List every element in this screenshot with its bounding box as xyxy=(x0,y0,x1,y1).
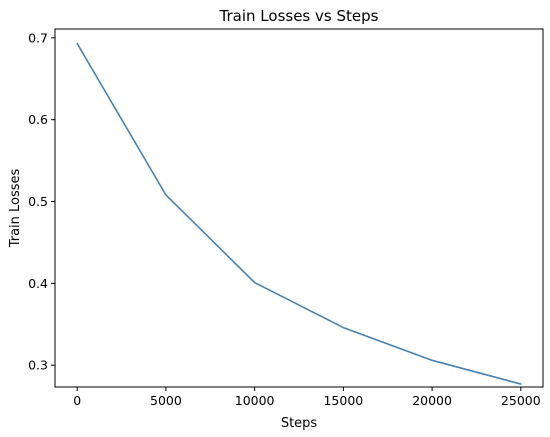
x-tick-label: 0 xyxy=(73,393,81,408)
plot-frame xyxy=(54,28,544,388)
x-tick-label: 10000 xyxy=(235,393,275,408)
y-tick-label: 0.3 xyxy=(28,358,48,373)
chart-title: Train Losses vs Steps xyxy=(219,7,379,25)
series-layer xyxy=(76,42,522,385)
plot-area xyxy=(54,28,544,388)
x-axis: 0 5000 10000 15000 20000 25000 xyxy=(73,387,541,408)
x-tick-label: 15000 xyxy=(323,393,363,408)
y-tick-label: 0.7 xyxy=(28,30,48,45)
y-tick-label: 0.4 xyxy=(28,276,48,291)
series-line xyxy=(76,42,522,385)
x-tick-label: 5000 xyxy=(150,393,182,408)
x-tick-label: 20000 xyxy=(412,393,452,408)
x-axis-label: Steps xyxy=(281,416,318,431)
y-axis: 0.3 0.4 0.5 0.6 0.7 xyxy=(28,30,55,373)
y-axis-label: Train Losses xyxy=(8,168,23,248)
x-tick-label: 25000 xyxy=(501,393,541,408)
y-tick-label: 0.6 xyxy=(28,112,48,127)
y-tick-label: 0.5 xyxy=(28,194,48,209)
